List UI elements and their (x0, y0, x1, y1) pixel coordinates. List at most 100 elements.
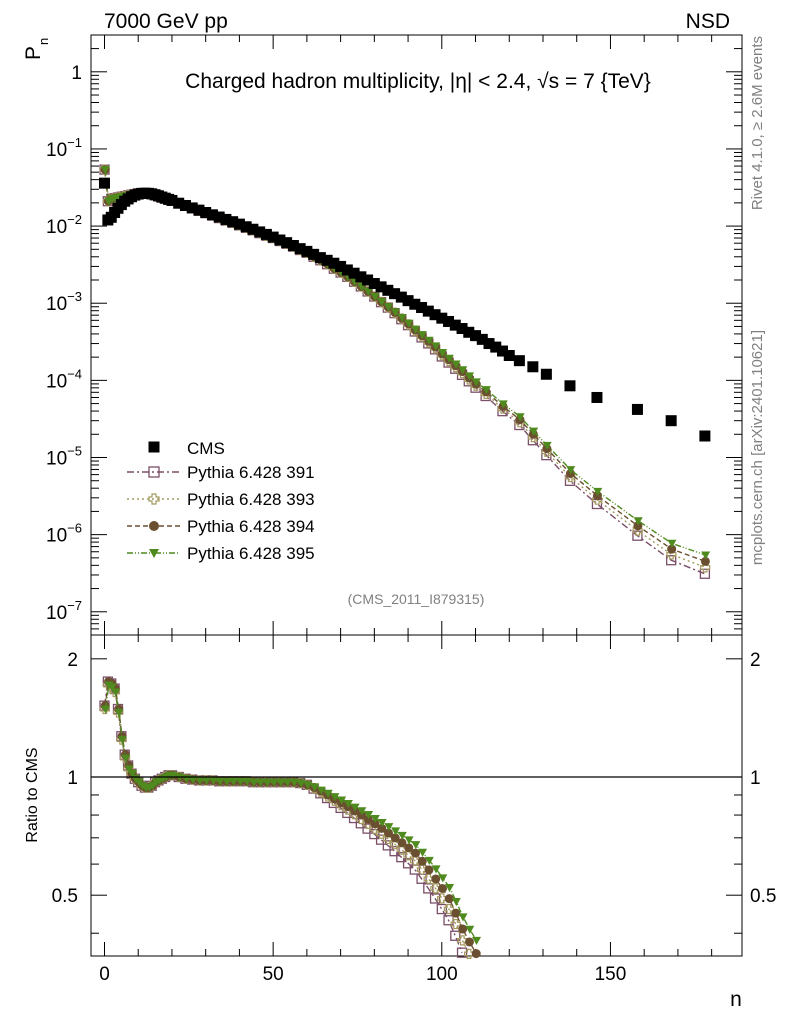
ratio-series-point (443, 915, 454, 926)
ratio-series-point (456, 947, 468, 958)
ratio-series-point (276, 778, 286, 787)
mc-series-point (370, 292, 380, 302)
mc-series-point (700, 556, 710, 566)
ratio-series-point (357, 810, 367, 820)
ratio-series-point (418, 848, 428, 857)
legend-label: Pythia 6.428 393 (187, 490, 315, 509)
cms-data-point (274, 234, 286, 246)
ratio-series-2 (99, 679, 475, 959)
ratio-series-line (104, 683, 470, 955)
mc-series-point (411, 325, 421, 334)
ratio-series-point (397, 838, 407, 848)
ratio-series-point (121, 754, 131, 763)
ratio-y-tick-label: 2 (67, 650, 78, 671)
ratio-series-point (465, 925, 475, 934)
cms-data-point (206, 209, 218, 221)
legend-label-cms: CMS (187, 439, 225, 458)
y-tick-label: 10−2 (46, 212, 82, 238)
ratio-series-point (357, 807, 367, 816)
ratio-series-point (229, 777, 239, 786)
mc-series-point (100, 165, 110, 175)
ratio-y-tick-label: 1 (67, 768, 78, 789)
mc-series-point (431, 342, 441, 351)
cms-data-point (355, 271, 367, 283)
ratio-series-3 (100, 677, 481, 959)
cms-data-point (267, 231, 279, 243)
mc-series-point (397, 314, 407, 323)
cms-data-point (497, 345, 509, 357)
ratio-series-point (330, 793, 340, 802)
ratio-series-point (451, 898, 461, 907)
cms-data-point (301, 245, 313, 257)
y-axis-label-sub: n (36, 38, 51, 45)
ratio-series-point (222, 777, 232, 786)
cms-data-point (699, 430, 711, 442)
ratio-series-point (114, 708, 124, 717)
cms-data-point (368, 278, 380, 290)
ratio-series-point (410, 848, 420, 858)
mc-series-point (566, 466, 576, 475)
ratio-series-point (283, 778, 293, 787)
legend-label: Pythia 6.428 395 (187, 544, 315, 563)
cms-data-point (287, 240, 299, 252)
ratio-series-point (429, 893, 441, 904)
ratio-series-line (104, 683, 478, 941)
ratio-series-point (424, 856, 434, 865)
cms-data-point (341, 264, 353, 276)
ratio-series-point (445, 884, 455, 893)
legend-marker (148, 466, 160, 478)
mc-series-point (529, 427, 539, 436)
cms-data-point (483, 338, 495, 350)
mc-series-point (377, 298, 387, 307)
ratio-series-point (404, 843, 414, 853)
ratio-series-point (375, 834, 387, 845)
mc-series-point (438, 349, 448, 358)
ratio-series-point (303, 781, 313, 790)
cms-data-point (227, 216, 239, 228)
ratio-series-point (437, 893, 448, 904)
legend-entry-3: Pythia 6.428 394 (127, 517, 315, 536)
ratio-series-point (472, 936, 482, 945)
cms-data-point (193, 204, 205, 216)
cms-data-point (247, 223, 259, 235)
y-tick-label: 10−4 (46, 366, 82, 392)
ratio-series-point (384, 823, 394, 832)
ratio-series-point (424, 865, 434, 875)
mc-series-point (515, 413, 525, 422)
ratio-series-point (323, 789, 333, 798)
ratio-series-point (111, 688, 121, 697)
cms-data-point (166, 194, 178, 206)
legend: CMS Pythia 6.428 391 Pythia 6.428 393 Pythi… (127, 439, 315, 563)
ratio-series-point (168, 771, 178, 780)
chart-title: Charged hadron multiplicity, |η| < 2.4, … (185, 70, 651, 93)
ratio-series-point (350, 803, 360, 812)
cms-data-point (321, 254, 333, 266)
ratio-series-point (457, 935, 468, 946)
ratio-series-point (310, 783, 320, 792)
ratio-series-point (369, 828, 380, 840)
ratio-series-point (127, 770, 137, 779)
ratio-series-point (450, 918, 461, 930)
cms-data-point (429, 309, 441, 321)
cms-data-point (436, 312, 448, 324)
ratio-series-point (316, 786, 326, 795)
ratio-series-point (249, 778, 259, 787)
legend-entry-cms: CMS (148, 439, 225, 458)
cms-data-point (213, 211, 225, 223)
ratio-series-point (417, 856, 427, 866)
cms-data-point (470, 330, 482, 342)
legend-marker (149, 549, 159, 558)
ratio-series-point (464, 937, 474, 947)
y-tick-label: 10−6 (46, 521, 82, 547)
ratio-series-1 (99, 676, 468, 958)
cms-data-point (294, 243, 306, 255)
cms-data-point (463, 326, 475, 338)
ratio-series-point (464, 948, 475, 959)
cms-data-point (179, 199, 191, 211)
mc-series-point (481, 386, 491, 395)
ratio-series-point (370, 814, 380, 824)
analysis-tag: (CMS_2011_I879315) (348, 591, 485, 607)
ratio-series-point (436, 903, 447, 915)
mc-series-point (417, 331, 427, 340)
